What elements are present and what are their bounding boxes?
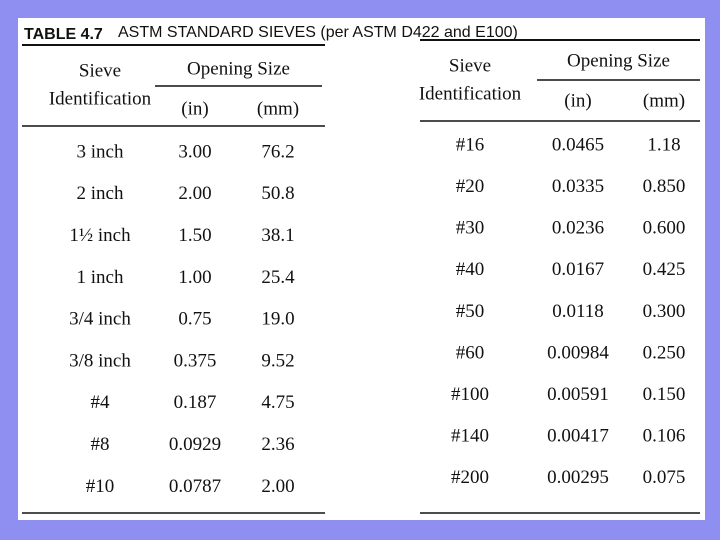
table-cell: #16 — [456, 134, 485, 155]
table-cell: 2.00 — [261, 476, 294, 497]
table-cell: 50.8 — [261, 183, 294, 204]
table-cell: #20 — [456, 176, 485, 197]
table-cell: 2 inch — [77, 183, 124, 204]
table-cell: 0.300 — [643, 301, 686, 322]
table-title: ASTM STANDARD SIEVES (per ASTM D422 and … — [118, 24, 518, 41]
table-cell: #50 — [456, 301, 485, 322]
table-cell: 0.0465 — [552, 134, 604, 155]
table-cell: 3.00 — [178, 141, 211, 162]
table-cell: 0.00591 — [547, 384, 609, 405]
table-cell: 0.0929 — [169, 434, 221, 455]
column-header: (mm) — [643, 90, 685, 111]
table-cell: 4.75 — [261, 392, 294, 413]
column-header: Opening Size — [187, 58, 290, 79]
column-header: Identification — [419, 83, 522, 104]
column-header: (in) — [564, 90, 591, 111]
table-cell: 0.0236 — [552, 218, 604, 239]
table-cell: 1.00 — [178, 267, 211, 288]
table-cell: 1 inch — [77, 267, 124, 288]
table-cell: 38.1 — [261, 225, 294, 246]
table-label: TABLE 4.7 — [24, 26, 103, 43]
table-cell: 0.375 — [174, 350, 217, 371]
table-cell: 0.850 — [643, 176, 686, 197]
table-cell: #60 — [456, 342, 485, 363]
table-cell: 0.0787 — [169, 476, 221, 497]
column-header: (mm) — [257, 98, 299, 119]
table-cell: 0.250 — [643, 342, 686, 363]
table-cell: 76.2 — [261, 141, 294, 162]
table-cell: 0.106 — [643, 426, 686, 447]
table-cell: 2.00 — [178, 183, 211, 204]
table-cell: 0.150 — [643, 384, 686, 405]
table-cell: 9.52 — [261, 350, 294, 371]
table-cell: 19.0 — [261, 309, 294, 330]
table-cell: #4 — [91, 392, 111, 413]
column-header: (in) — [181, 98, 208, 119]
table-cell: #30 — [456, 218, 485, 239]
table-cell: 0.00295 — [547, 467, 609, 488]
table-cell: 0.00417 — [547, 426, 609, 447]
table-cell: 25.4 — [261, 267, 295, 288]
table-cell: 0.187 — [174, 392, 217, 413]
table-cell: 3/4 inch — [69, 309, 131, 330]
table-cell: 0.00984 — [547, 342, 609, 363]
table-cell: #140 — [451, 426, 489, 447]
table-cell: 3 inch — [77, 141, 124, 162]
table-cell: #100 — [451, 384, 489, 405]
table-cell: 0.075 — [643, 467, 686, 488]
table-cell: #8 — [91, 434, 110, 455]
table-cell: 0.425 — [643, 259, 686, 280]
column-header: Identification — [49, 88, 152, 109]
table-cell: 0.600 — [643, 218, 686, 239]
table-cell: 3/8 inch — [69, 350, 131, 371]
table-cell: 0.0118 — [552, 301, 604, 322]
table-cell: 0.0335 — [552, 176, 604, 197]
table-cell: 0.0167 — [552, 259, 604, 280]
table-cell: 0.75 — [178, 309, 211, 330]
table-cell: 1½ inch — [69, 225, 131, 246]
table-cell: #200 — [451, 467, 489, 488]
column-header: Sieve — [79, 60, 121, 81]
table-cell: 2.36 — [261, 434, 294, 455]
sheet — [18, 18, 705, 520]
table-cell: #40 — [456, 259, 485, 280]
table-cell: 1.18 — [647, 134, 680, 155]
table-cell: #10 — [86, 476, 115, 497]
column-header: Opening Size — [567, 50, 670, 71]
table-cell: 1.50 — [178, 225, 211, 246]
column-header: Sieve — [449, 55, 491, 76]
